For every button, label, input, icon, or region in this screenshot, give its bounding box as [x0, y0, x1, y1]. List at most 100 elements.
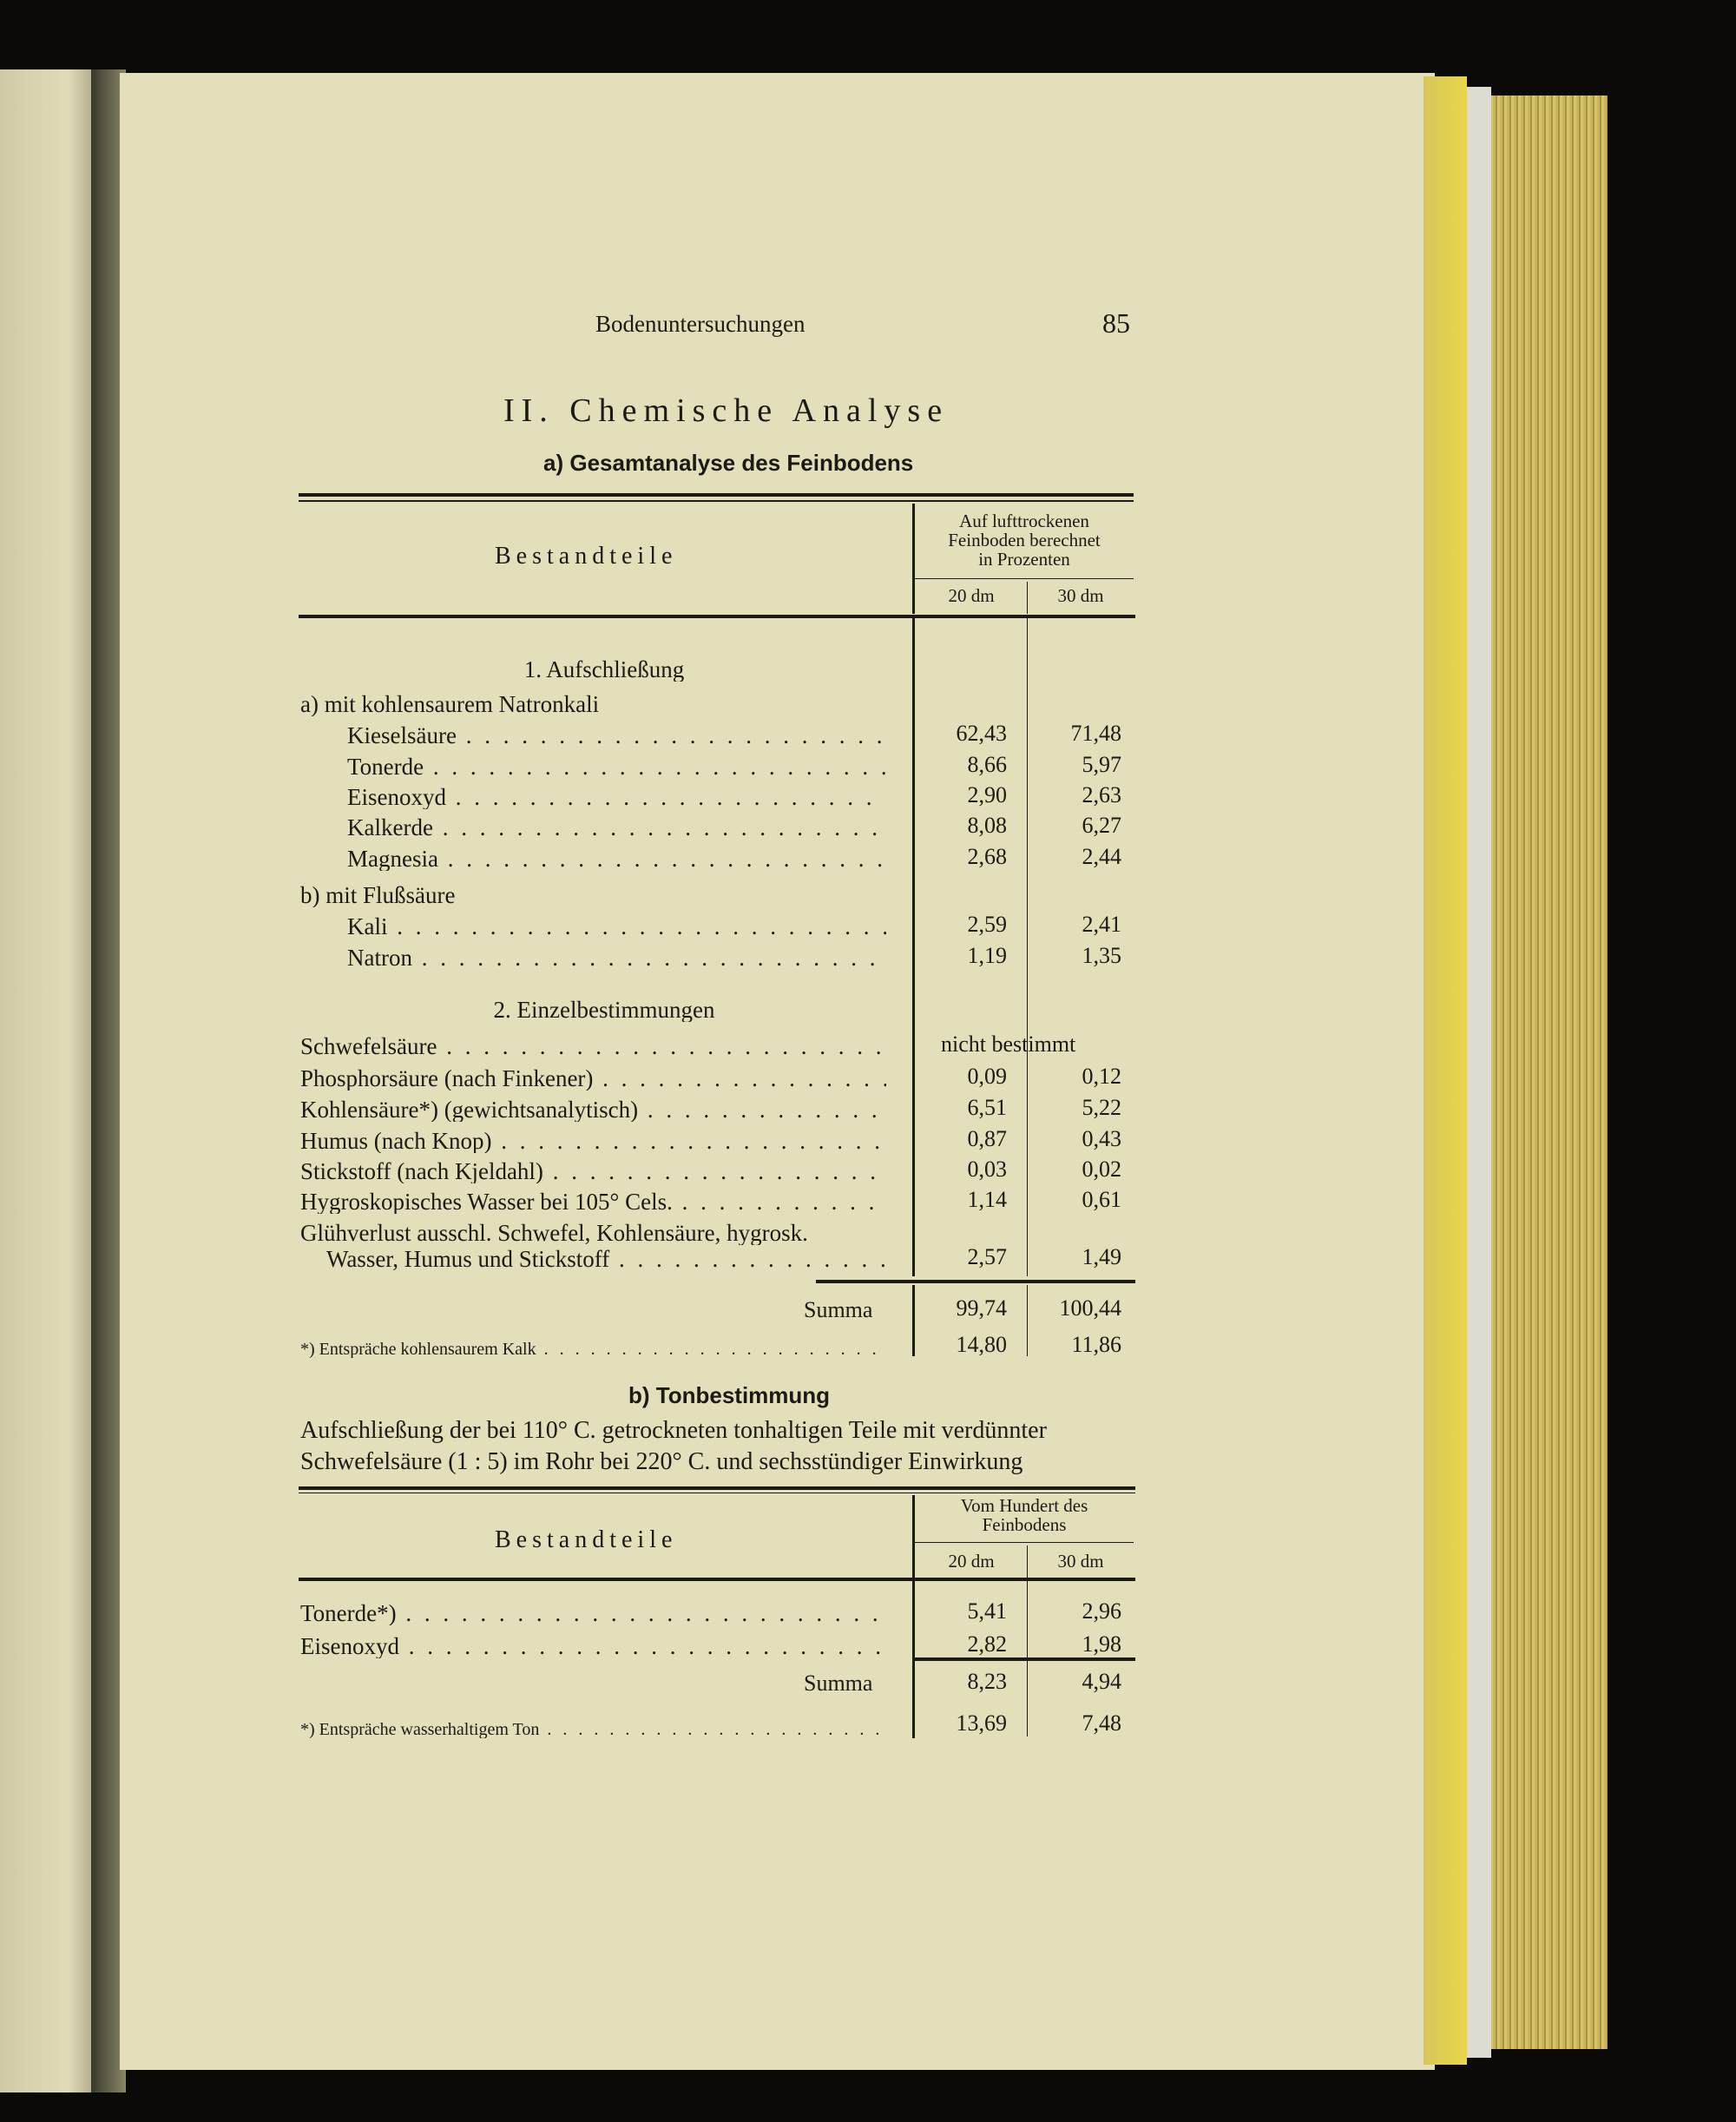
table-row-label: Schwefelsäure: [300, 1035, 886, 1058]
rule: [915, 1542, 1134, 1543]
row-label-text: Kieselsäure: [347, 724, 457, 748]
footnote-20dm: 14,80: [956, 1332, 1008, 1357]
value-20dm: 2,90: [967, 782, 1008, 807]
row-label-text: Kali: [347, 915, 388, 939]
table-row-label: Humus (nach Knop): [300, 1130, 886, 1153]
row-label-text: Tonerde: [347, 755, 424, 779]
column-divider: [912, 504, 915, 614]
rule: [299, 1578, 1135, 1581]
rule: [299, 1486, 1135, 1490]
column-divider: [912, 1495, 915, 1738]
group-header: Vom Hundert des: [960, 1495, 1088, 1516]
value-30dm: 0,12: [1082, 1064, 1122, 1089]
sum-label: Summa: [804, 1671, 873, 1696]
column-header-bestandteile: Bestandteile: [495, 1526, 678, 1553]
value-20dm: 8,08: [967, 813, 1008, 838]
value-20dm: 2,57: [967, 1244, 1008, 1269]
column-divider: [1027, 1545, 1028, 1736]
sum-30dm: 100,44: [1059, 1295, 1122, 1321]
value-20dm: 2,59: [967, 912, 1008, 937]
value-20dm: 5,41: [967, 1598, 1008, 1624]
table-row-label: b) mit Flußsäure: [300, 884, 886, 907]
table-row-label: Eisenoxyd: [300, 1635, 886, 1658]
footnote-20dm: 13,69: [956, 1710, 1008, 1736]
table-row-label: Eisenoxyd: [347, 786, 886, 809]
sum-label: Summa: [804, 1297, 873, 1322]
subcol-20dm: 20 dm: [948, 585, 995, 606]
group-header: Feinboden berechnet: [948, 530, 1101, 550]
table-row-label: Hygroskopisches Wasser bei 105° Cels.: [300, 1190, 886, 1214]
row-label-text: Kalkerde: [347, 816, 433, 840]
table-row-label: Stickstoff (nach Kjeldahl): [300, 1160, 886, 1183]
value-30dm: 2,44: [1082, 844, 1122, 869]
subcol-30dm: 30 dm: [1057, 1551, 1104, 1572]
table-b-title: b) Tonbestimmung: [628, 1382, 831, 1408]
table-row-label: Phosphorsäure (nach Finkener): [300, 1067, 886, 1091]
group-header: in Prozenten: [978, 549, 1070, 570]
row-label-text: 1. Aufschließung: [523, 658, 685, 682]
footnote-a: *) Entspräche kohlensaurem Kalk: [300, 1341, 886, 1358]
row-label-text: Phosphorsäure (nach Finkener): [300, 1067, 594, 1091]
row-label-text: Kohlensäure*) (gewichtsanalytisch): [300, 1098, 639, 1122]
column-divider: [912, 1285, 915, 1356]
page-edge-yellow: [1424, 76, 1467, 2065]
table-row-label: Wasser, Humus und Stickstoff: [326, 1248, 886, 1271]
value-20dm: 0,03: [967, 1157, 1008, 1182]
sum-30dm: 4,94: [1082, 1669, 1122, 1694]
group-header: Feinbodens: [982, 1514, 1067, 1535]
table-row-label: Kali: [347, 915, 886, 939]
footnote-b: *) Entspräche wasserhaltigem Ton: [300, 1721, 886, 1738]
section-title: II. Chemische Analyse: [503, 392, 950, 429]
table-row-label: Kalkerde: [347, 816, 886, 840]
row-label-text: Humus (nach Knop): [300, 1130, 492, 1153]
value-30dm: 2,96: [1082, 1598, 1122, 1624]
value-20dm: 8,66: [967, 752, 1008, 777]
subcol-30dm: 30 dm: [1057, 585, 1104, 606]
column-divider: [1027, 1285, 1028, 1356]
table-row-label: Glühverlust ausschl. Schwefel, Kohlensäu…: [300, 1222, 886, 1245]
footnote-30dm: 11,86: [1071, 1332, 1121, 1357]
row-label-text: Wasser, Humus und Stickstoff: [326, 1248, 610, 1271]
row-label-text: Natron: [347, 946, 412, 970]
sum-rule: [816, 1280, 1135, 1283]
row-label-text: Eisenoxyd: [300, 1635, 399, 1658]
intro-line: Schwefelsäure (1 : 5) im Rohr bei 220° C…: [300, 1448, 1023, 1475]
page-number: 85: [1102, 307, 1130, 339]
row-label-text: Hygroskopisches Wasser bei 105° Cels.: [300, 1190, 673, 1214]
row-label-text: Glühverlust ausschl. Schwefel, Kohlensäu…: [300, 1222, 808, 1245]
group-header: Auf lufttrockenen: [959, 511, 1089, 531]
sum-20dm: 8,23: [967, 1669, 1008, 1694]
value-30dm: 1,49: [1082, 1244, 1122, 1269]
row-label-text: b) mit Flußsäure: [300, 884, 456, 907]
value-30dm: 0,43: [1082, 1126, 1122, 1151]
table-row-label: Magnesia: [347, 847, 886, 871]
rule: [299, 615, 1135, 618]
value-20dm: 2,68: [967, 844, 1008, 869]
value-30dm: 0,61: [1082, 1187, 1122, 1212]
value-30dm: 0,02: [1082, 1157, 1122, 1182]
row-label-text: Schwefelsäure: [300, 1035, 437, 1058]
value-20dm: 2,82: [967, 1631, 1008, 1657]
table-row-label: Kohlensäure*) (gewichtsanalytisch): [300, 1098, 886, 1122]
running-head: Bodenuntersuchungen: [595, 311, 806, 337]
value-30dm: 5,22: [1082, 1095, 1122, 1120]
row-label-text: Stickstoff (nach Kjeldahl): [300, 1160, 543, 1183]
row-label-text: Magnesia: [347, 847, 438, 871]
sum-rule: [915, 1657, 1135, 1661]
footnote-text: *) Entspräche wasserhaltigem Ton: [300, 1721, 540, 1738]
footnote-text: *) Entspräche kohlensaurem Kalk: [300, 1341, 536, 1358]
value-30dm: 71,48: [1070, 721, 1122, 746]
column-header-bestandteile: Bestandteile: [495, 543, 678, 570]
row-label-text: Tonerde*): [300, 1602, 397, 1625]
value-30dm: 6,27: [1082, 813, 1122, 838]
rule: [915, 578, 1134, 579]
page-stack: [1486, 96, 1608, 2049]
left-page-edge: [0, 69, 97, 2092]
value-20dm: 62,43: [956, 721, 1008, 746]
footnote-30dm: 7,48: [1082, 1710, 1122, 1736]
value-30dm: 2,63: [1082, 782, 1122, 807]
column-divider: [1027, 618, 1028, 1276]
table-row-label: Tonerde*): [300, 1602, 886, 1625]
value-20dm: 0,09: [967, 1064, 1008, 1089]
value-30dm: 2,41: [1082, 912, 1122, 937]
